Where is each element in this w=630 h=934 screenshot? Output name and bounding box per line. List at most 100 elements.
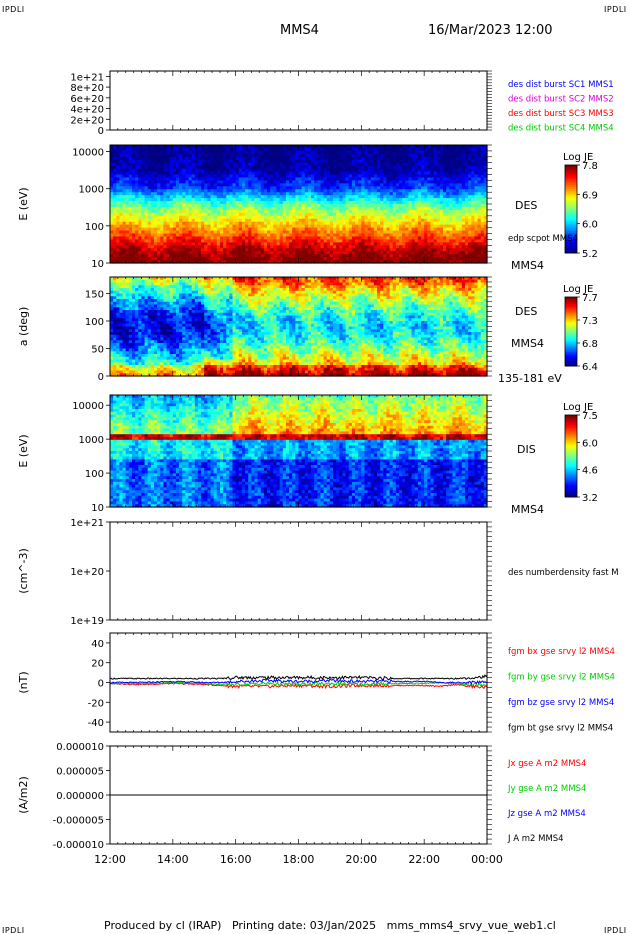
heatmap-cell xyxy=(125,221,130,226)
heatmap-cell xyxy=(282,248,287,252)
heatmap-cell xyxy=(201,260,205,264)
heatmap-cell xyxy=(141,260,146,264)
heatmap-cell xyxy=(153,215,158,220)
heatmap-cell xyxy=(207,260,212,264)
heatmap-cell xyxy=(289,201,293,205)
heatmap-cell xyxy=(163,186,168,190)
heatmap-cell xyxy=(135,159,139,164)
heatmap-cell xyxy=(144,218,149,223)
heatmap-cell xyxy=(172,174,177,179)
heatmap-cell xyxy=(166,209,171,214)
heatmap-cell xyxy=(125,209,130,214)
heatmap-cell xyxy=(219,201,224,205)
heatmap-cell xyxy=(270,227,274,232)
heatmap-cell xyxy=(188,257,193,261)
heatmap-cell xyxy=(245,192,249,196)
heatmap-cell xyxy=(166,245,171,249)
heatmap-cell xyxy=(135,251,139,255)
heatmap-cell xyxy=(229,147,234,152)
heatmap-cell xyxy=(219,257,224,261)
heatmap-cell xyxy=(248,195,252,199)
heatmap-cell xyxy=(204,171,208,176)
heatmap-cell xyxy=(216,218,221,223)
heatmap-cell xyxy=(289,177,293,181)
heatmap-cell xyxy=(166,162,171,167)
heatmap-cell xyxy=(219,198,224,202)
heatmap-cell xyxy=(141,209,146,214)
heatmap-cell xyxy=(141,168,146,173)
heatmap-cell xyxy=(201,215,205,220)
heatmap-cell xyxy=(223,254,227,258)
heatmap-cell xyxy=(210,209,215,214)
heatmap-cell xyxy=(245,156,249,161)
heatmap-cell xyxy=(241,159,246,164)
heatmap-cell xyxy=(235,260,240,264)
heatmap-cell xyxy=(285,254,290,258)
heatmap-cell xyxy=(110,236,114,240)
heatmap-cell xyxy=(138,183,143,187)
heatmap-cell xyxy=(245,150,249,155)
heatmap-cell xyxy=(273,242,278,246)
heatmap-cell xyxy=(263,245,268,249)
heatmap-cell xyxy=(131,218,136,223)
heatmap-cell xyxy=(144,177,149,181)
heatmap-cell xyxy=(135,156,139,161)
heatmap-cell xyxy=(194,195,199,199)
heatmap-cell xyxy=(260,174,265,179)
heatmap-cell xyxy=(282,251,287,255)
heatmap-cell xyxy=(160,153,165,158)
heatmap-cell xyxy=(122,206,127,211)
heatmap-cell xyxy=(285,206,290,211)
heatmap-cell xyxy=(144,224,149,229)
heatmap-cell xyxy=(194,180,199,184)
heatmap-cell xyxy=(169,206,174,211)
heatmap-cell xyxy=(257,177,262,181)
heatmap-cell xyxy=(138,212,143,217)
heatmap-cell xyxy=(238,198,243,202)
heatmap-cell xyxy=(119,212,124,217)
heatmap-cell xyxy=(194,233,199,238)
heatmap-cell xyxy=(191,195,196,199)
heatmap-cell xyxy=(216,183,221,187)
heatmap-cell xyxy=(289,198,293,202)
heatmap-cell xyxy=(157,248,161,252)
heatmap-cell xyxy=(267,159,271,164)
heatmap-cell xyxy=(110,204,114,208)
heatmap-cell xyxy=(138,239,143,243)
heatmap-cell xyxy=(188,174,193,179)
heatmap-cell xyxy=(128,260,133,264)
heatmap-cell xyxy=(292,186,296,190)
heatmap-cell xyxy=(213,165,218,170)
heatmap-cell xyxy=(216,156,221,161)
heatmap-cell xyxy=(210,206,215,211)
heatmap-cell xyxy=(226,150,230,155)
heatmap-cell xyxy=(201,242,205,246)
heatmap-cell xyxy=(128,186,133,190)
heatmap-cell xyxy=(263,227,268,232)
heatmap-cell xyxy=(175,209,180,214)
heatmap-cell xyxy=(128,189,133,193)
heatmap-cell xyxy=(113,147,117,152)
heatmap-cell xyxy=(141,236,146,240)
heatmap-cell xyxy=(179,177,183,181)
heatmap-cell xyxy=(175,145,180,149)
heatmap-cell xyxy=(241,156,246,161)
heatmap-cell xyxy=(223,236,227,240)
heatmap-cell xyxy=(135,192,139,196)
heatmap-cell xyxy=(144,147,149,152)
heatmap-cell xyxy=(153,251,158,255)
heatmap-cell xyxy=(216,212,221,217)
heatmap-cell xyxy=(160,227,165,232)
heatmap-cell xyxy=(213,206,218,211)
heatmap-cell xyxy=(257,204,262,208)
heatmap-cell xyxy=(263,224,268,229)
heatmap-cell xyxy=(223,251,227,255)
heatmap-cell xyxy=(248,156,252,161)
heatmap-cell xyxy=(260,183,265,187)
heatmap-cell xyxy=(160,221,165,226)
heatmap-cell xyxy=(289,227,293,232)
heatmap-cell xyxy=(276,195,281,199)
heatmap-cell xyxy=(289,212,293,217)
heatmap-cell xyxy=(194,153,199,158)
heatmap-cell xyxy=(110,212,114,217)
